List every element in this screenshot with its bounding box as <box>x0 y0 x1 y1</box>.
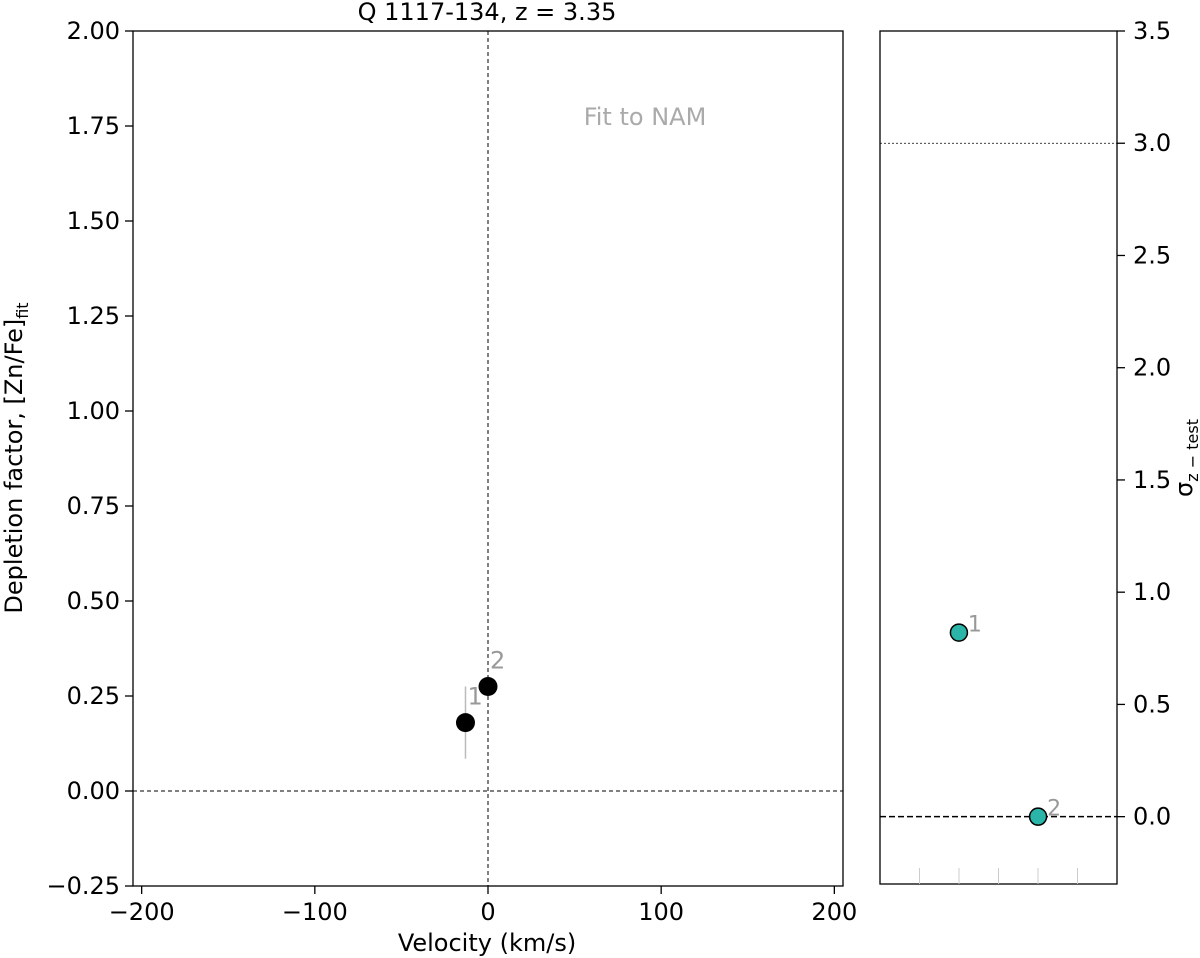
x-tick-label: 0 <box>480 898 495 926</box>
side-y-axis-label: σz − test <box>1170 419 1200 497</box>
data-point <box>455 713 475 733</box>
side-y-tick-label: 2.0 <box>1133 354 1171 382</box>
side-y-tick-label: 0.5 <box>1133 690 1171 718</box>
side-y-axis-label-main: σ <box>1170 482 1198 497</box>
reference-lines <box>133 31 843 886</box>
y-tick-label: 2.00 <box>67 17 120 45</box>
side-reference-lines <box>880 142 1117 818</box>
y-tick-label: 0.75 <box>67 492 120 520</box>
y-axis-ticks: −0.25 0.00 0.25 0.50 0.75 1.00 1.25 1.50 1.75 2.0… <box>46 17 133 900</box>
y-tick-label: 0.50 <box>67 587 120 615</box>
side-y-tick-label: 3.0 <box>1133 129 1171 157</box>
y-tick-label: 0.00 <box>67 777 120 805</box>
side-y-tick-label: 1.0 <box>1133 578 1171 606</box>
y-axis-label-subscript: fit <box>13 302 32 318</box>
side-data-points: 12 <box>949 613 1061 826</box>
side-y-tick-label: 3.5 <box>1133 17 1171 45</box>
x-tick-label: 100 <box>638 898 684 926</box>
side-data-point <box>949 623 969 642</box>
x-tick-label: 200 <box>811 898 857 926</box>
side-data-point-label: 2 <box>1047 797 1061 822</box>
main-panel: Q 1117-134, z = 3.35 12 −200 −100 0 100 200 … <box>0 0 857 957</box>
side-y-axis-label-subscript: z − test <box>1183 419 1200 482</box>
side-data-point <box>1028 807 1048 826</box>
x-tick-label: −200 <box>109 898 175 926</box>
side-data-point-label: 1 <box>968 613 982 638</box>
x-axis-ticks: −200 −100 0 100 200 <box>109 886 857 926</box>
side-y-tick-label: 2.5 <box>1133 241 1171 269</box>
side-y-tick-label: 1.5 <box>1133 466 1171 494</box>
side-panel: 12 0.00.51.01.52.02.53.03.5 σz − test <box>879 17 1200 885</box>
y-tick-label: −0.25 <box>46 872 120 900</box>
y-tick-label: 1.25 <box>67 302 120 330</box>
y-tick-label: 1.00 <box>67 397 120 425</box>
y-axis-label-main: Depletion factor, [Zn/Fe] <box>0 319 28 614</box>
side-plot-frame <box>879 30 1118 885</box>
side-x-minor-ticks <box>919 868 1078 884</box>
x-axis-label: Velocity (km/s) <box>398 929 576 957</box>
y-tick-label: 1.50 <box>67 207 120 235</box>
data-points: 12 <box>455 647 505 759</box>
y-tick-label: 0.25 <box>67 682 120 710</box>
chart-title: Q 1117-134, z = 3.35 <box>358 0 617 26</box>
y-axis-label: Depletion factor, [Zn/Fe]fit <box>0 302 32 613</box>
data-point-label: 1 <box>467 683 482 711</box>
side-y-tick-label: 0.0 <box>1133 803 1171 831</box>
data-point <box>478 677 498 696</box>
x-tick-label: −100 <box>282 898 348 926</box>
y-tick-label: 1.75 <box>67 112 120 140</box>
side-y-axis-ticks: 0.0 0.5 1.0 1.5 2.0 2.5 3.0 3.5 <box>1117 17 1171 831</box>
fit-annotation: Fit to NAM <box>584 103 707 131</box>
data-point-label: 2 <box>490 647 505 675</box>
